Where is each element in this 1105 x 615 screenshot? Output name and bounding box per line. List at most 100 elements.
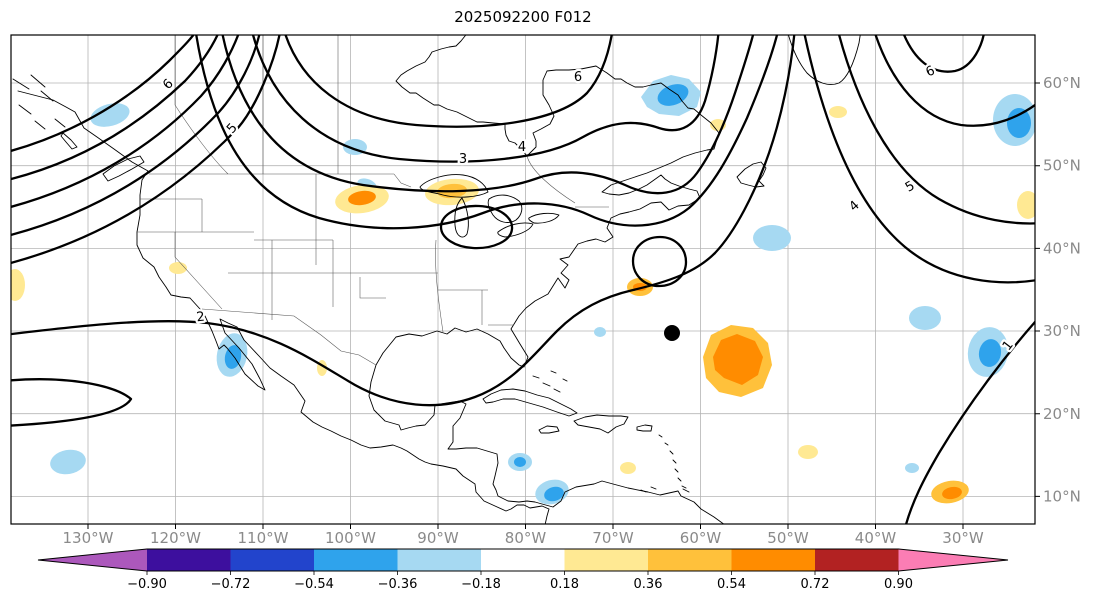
colorbar-segment: [314, 549, 398, 571]
island-haida-gwaii: [60, 132, 78, 150]
contour-level-2: [11, 35, 796, 407]
y-tick-label: 30°N: [1043, 322, 1081, 340]
x-tick-label: 60°W: [680, 529, 722, 547]
islands-bahamas: [532, 370, 568, 393]
x-tick-label: 50°W: [767, 529, 809, 547]
anomaly-patch: [657, 84, 689, 106]
colorbar-tick-label: 0.36: [634, 577, 663, 592]
colorbar-segment: [815, 549, 899, 571]
contour-label: 4: [518, 140, 526, 155]
colorbar-tick-label: −0.54: [294, 577, 334, 592]
islands-lesser-antilles: [640, 434, 690, 493]
anomaly-patch: [169, 262, 187, 274]
x-axis-labels: 130°W 120°W 110°W 100°W 90°W 80°W 70°W 60°W 50°W…: [63, 529, 984, 547]
colorbar: −0.90 −0.72 −0.54 −0.36 −0.18 0.18 0.36 0.54 0.7…: [37, 548, 1009, 592]
x-axis-ticks: [87, 524, 964, 529]
island-vancouver: [102, 155, 145, 182]
contour-level-5: [837, 35, 1035, 225]
contour-level-1: [904, 320, 1035, 524]
colorbar-segment: [147, 549, 231, 571]
contour-label: 3: [459, 152, 467, 167]
colorbar-tick-labels: −0.90 −0.72 −0.54 −0.36 −0.18 0.18 0.36 0.54 0.7…: [127, 577, 913, 592]
contour-level-1: [11, 378, 133, 427]
island-cuba: [482, 388, 578, 417]
colorbar-tick-label: 0.18: [550, 577, 579, 592]
colorbar-segment: [648, 549, 732, 571]
anomaly-patch: [1017, 191, 1035, 219]
contour-level-6: [11, 35, 219, 181]
x-tick-label: 80°W: [505, 529, 547, 547]
y-axis-labels: 60°N 50°N 40°N 30°N 20°N 10°N: [1043, 74, 1081, 506]
x-tick-label: 130°W: [63, 529, 114, 547]
border-lines: [137, 35, 609, 366]
island-hispaniola: [573, 414, 629, 434]
anomaly-patch: [620, 462, 636, 474]
anomaly-patch: [713, 334, 763, 385]
anomaly-patch: [798, 445, 818, 459]
anomaly-patch: [909, 306, 941, 330]
y-tick-label: 20°N: [1043, 405, 1081, 423]
contour-level-6: [902, 35, 985, 73]
colorbar-tick-label: −0.36: [378, 577, 418, 592]
colorbar-segment: [230, 549, 315, 571]
contour-level-3: [631, 235, 688, 288]
colorbar-segment: [397, 549, 482, 571]
colorbar-tick-label: 0.72: [801, 577, 830, 592]
y-tick-label: 40°N: [1043, 239, 1081, 257]
graticule-parallels: [11, 82, 1035, 497]
contour-level-3: [439, 204, 514, 250]
graticule-meridians: [87, 35, 964, 524]
anomaly-patch: [594, 327, 606, 337]
anomaly-patch: [348, 190, 376, 206]
colorbar-tick-label: −0.90: [127, 577, 167, 592]
contour-label: 4: [847, 198, 863, 215]
colorbar-tick-label: 0.54: [717, 577, 746, 592]
state-borders: [137, 35, 609, 366]
x-tick-label: 120°W: [150, 529, 201, 547]
contour-label: 2: [196, 310, 206, 326]
coastline-pacific: [17, 90, 550, 524]
colorbar-under-arrow: [38, 549, 147, 571]
x-tick-label: 90°W: [417, 529, 459, 547]
contour-level-6: [874, 35, 1035, 127]
anomaly-patch: [829, 106, 847, 118]
y-tick-label: 50°N: [1043, 157, 1081, 175]
contour-level-4: [803, 35, 1035, 284]
anomaly-patch: [1007, 108, 1031, 138]
lake-superior: [419, 174, 489, 198]
contour-lines: [11, 35, 1035, 524]
coastline-greenland: [787, 35, 861, 85]
contour-label: 6: [924, 63, 938, 80]
anomaly-patch: [942, 486, 962, 500]
contour-level-5: [251, 35, 720, 163]
contour-level-4: [11, 35, 261, 237]
island-newfoundland: [736, 161, 767, 188]
lake-erie: [497, 222, 534, 238]
x-tick-label: 30°W: [942, 529, 984, 547]
contour-level-6: [284, 35, 613, 128]
anomaly-patch: [50, 449, 86, 475]
y-tick-label: 60°N: [1043, 74, 1081, 92]
island-puerto-rico: [636, 424, 653, 432]
anomaly-patch: [753, 225, 791, 251]
anomaly-patch: [90, 103, 130, 127]
coastline-atlantic: [368, 35, 725, 524]
contour-level-4: [221, 35, 755, 195]
shaded-anomalies: [11, 75, 1035, 505]
contour-label: 6: [574, 70, 582, 85]
contour-level-7: [11, 35, 195, 152]
lake-ontario: [528, 212, 560, 224]
plot-title: 2025092200 F012: [454, 8, 591, 26]
y-tick-label: 10°N: [1043, 488, 1081, 506]
contour-level-3: [195, 35, 779, 230]
colorbar-tick-label: −0.18: [461, 577, 501, 592]
anomaly-patch: [514, 457, 526, 467]
plot-border: [10, 34, 1036, 525]
colorbar-over-arrow: [898, 549, 1008, 571]
colorbar-tick-label: 0.90: [884, 577, 913, 592]
storm-marker: [664, 325, 680, 341]
colorbar-fills: [38, 549, 1008, 571]
anomaly-patch: [978, 339, 1002, 367]
anomaly-patch: [11, 269, 25, 301]
